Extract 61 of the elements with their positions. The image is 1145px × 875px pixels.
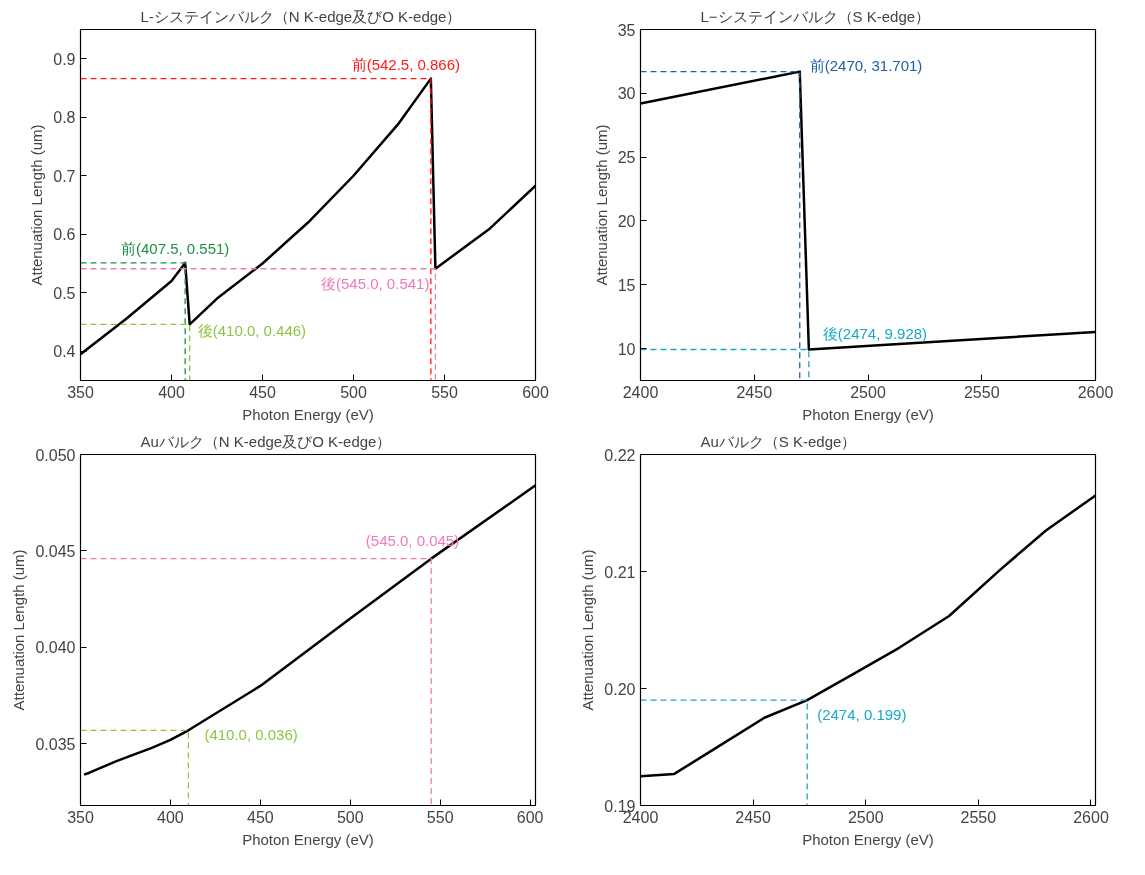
x-axis-title: Photon Energy (eV) xyxy=(242,405,374,423)
chart-title: Auバルク（N K-edge及びO K-edge） xyxy=(140,432,392,450)
x-tick-label: 500 xyxy=(336,808,364,826)
chart-title: L−システインバルク（S K-edge） xyxy=(700,7,931,25)
x-tick-label: 2550 xyxy=(960,808,997,826)
x-tick-label: 400 xyxy=(158,383,185,401)
y-tick-label: 15 xyxy=(617,276,636,294)
x-tick-label: 350 xyxy=(67,808,94,826)
y-tick-label: 30 xyxy=(617,85,636,103)
x-tick-label: 500 xyxy=(340,383,367,401)
chart-title: L-システインバルク（N K-edge及びO K-edge） xyxy=(140,7,462,25)
x-tick-label: 600 xyxy=(516,808,544,826)
y-axis-title: Attenuation Length (um) xyxy=(10,549,28,711)
x-tick-label: 450 xyxy=(246,808,274,826)
y-tick-label: 0.20 xyxy=(604,680,636,698)
x-axis-title: Photon Energy (eV) xyxy=(802,405,934,423)
x-tick-label: 2600 xyxy=(1077,383,1114,401)
x-tick-label: 550 xyxy=(431,383,458,401)
annotation: (545.0, 0.045) xyxy=(365,531,460,549)
x-tick-label: 600 xyxy=(522,383,549,401)
x-tick-label: 350 xyxy=(67,383,94,401)
y-tick-label: 20 xyxy=(617,212,636,230)
x-tick-label: 550 xyxy=(426,808,454,826)
x-tick-label: 2500 xyxy=(850,383,886,401)
y-tick-label: 0.050 xyxy=(35,446,76,464)
y-tick-label: 0.035 xyxy=(35,735,76,753)
x-tick-label: 450 xyxy=(249,383,276,401)
y-tick-label: 0.040 xyxy=(35,639,76,657)
annotation: 後(545.0, 0.541) xyxy=(321,274,430,292)
annotation: 後(410.0, 0.446) xyxy=(197,321,307,339)
y-tick-label: 35 xyxy=(617,21,636,39)
annotation: 前(2470, 31.701) xyxy=(809,57,923,75)
y-axis-title: Attenuation Length (um) xyxy=(28,124,46,286)
annotation: (410.0, 0.036) xyxy=(204,725,298,743)
annotation: 前(542.5, 0.866) xyxy=(351,55,461,73)
y-axis-title: Attenuation Length (um) xyxy=(592,124,610,286)
y-tick-label: 0.22 xyxy=(604,446,636,464)
x-tick-label: 2400 xyxy=(622,383,659,401)
x-tick-label: 2500 xyxy=(847,808,884,826)
chart-title: Auバルク（S K-edge） xyxy=(700,432,857,450)
y-tick-label: 0.5 xyxy=(53,284,76,302)
y-tick-label: 10 xyxy=(617,340,636,358)
y-tick-label: 0.6 xyxy=(53,226,76,244)
x-axis-title: Photon Energy (eV) xyxy=(802,830,934,848)
x-tick-label: 2550 xyxy=(963,383,1000,401)
y-tick-label: 0.21 xyxy=(604,563,636,581)
x-tick-label: 2450 xyxy=(736,383,773,401)
y-tick-label: 0.045 xyxy=(35,542,76,560)
x-axis-title: Photon Energy (eV) xyxy=(242,830,374,848)
x-tick-label: 2600 xyxy=(1073,808,1109,826)
annotation: 後(2474, 9.928) xyxy=(822,324,928,342)
annotation: 前(407.5, 0.551) xyxy=(120,239,230,257)
x-tick-label: 2450 xyxy=(735,808,772,826)
y-tick-label: 0.4 xyxy=(53,343,76,361)
y-tick-label: 25 xyxy=(617,149,636,167)
y-tick-label: 0.7 xyxy=(53,167,76,185)
y-tick-label: 0.9 xyxy=(53,50,76,68)
x-tick-label: 400 xyxy=(157,808,184,826)
y-tick-label: 0.8 xyxy=(53,109,76,127)
y-axis-title: Attenuation Length (um) xyxy=(579,549,597,711)
annotation: (2474, 0.199) xyxy=(817,706,907,724)
